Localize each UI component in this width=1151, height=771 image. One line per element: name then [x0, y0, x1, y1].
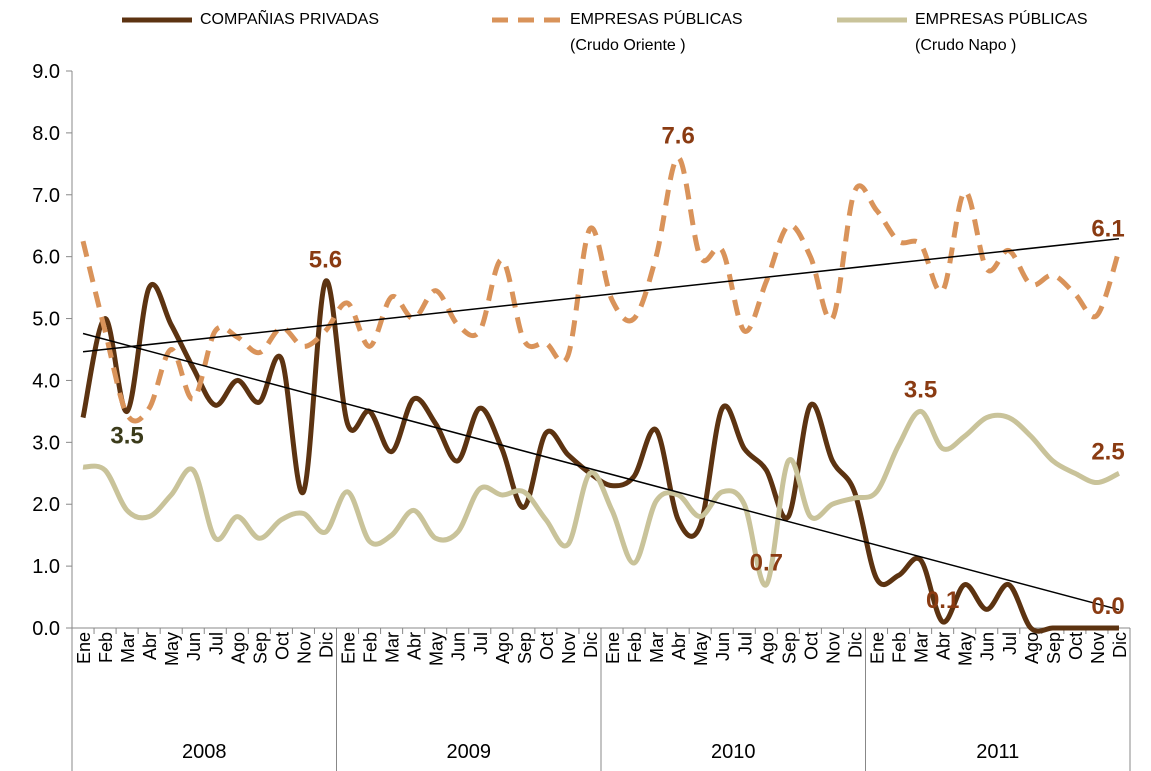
trend-line [82, 332, 1120, 611]
x-tick-label: Dic [845, 632, 865, 658]
value-label: 0.1 [926, 587, 959, 614]
value-label: 3.5 [904, 376, 937, 403]
value-label: 0.7 [750, 550, 783, 577]
x-tick-label: Nov [559, 632, 579, 664]
legend-swatch [837, 17, 907, 23]
x-tick-label: Mar [647, 632, 667, 663]
x-tick-label: May [427, 632, 447, 666]
x-tick-label: May [162, 632, 182, 666]
x-tick-label: Ago [493, 632, 513, 664]
x-tick-label: Jul [471, 632, 491, 655]
x-tick-label: Sep [779, 632, 799, 664]
x-tick-label: Jun [713, 632, 733, 661]
y-tick-label: 3.0 [32, 432, 60, 454]
series-line [82, 408, 1121, 588]
x-tick-label: Oct [801, 632, 821, 660]
x-tick-label: Nov [823, 632, 843, 664]
x-tick-label: Oct [272, 632, 292, 660]
value-label: 0.0 [1091, 593, 1124, 620]
group-label: 2009 [447, 741, 492, 763]
x-tick-label: Dic [1110, 632, 1130, 658]
group-label: 2010 [711, 741, 756, 763]
x-tick-label: Feb [96, 632, 116, 663]
x-tick-label: Sep [250, 632, 270, 664]
x-tick-label: Ene [74, 632, 94, 664]
x-tick-label: Ene [868, 632, 888, 664]
value-label: 7.6 [661, 123, 694, 150]
x-tick-label: Abr [405, 632, 425, 660]
legend-swatch [492, 17, 562, 23]
legend-item: EMPRESAS PÚBLICAS (Crudo Napo ) [835, 7, 1105, 59]
x-tick-label: Nov [294, 632, 314, 664]
y-tick-label: 8.0 [32, 123, 60, 145]
legend-swatch [122, 17, 192, 23]
y-tick-label: 0.0 [32, 618, 60, 640]
legend-item: EMPRESAS PÚBLICAS (Crudo Oriente ) [490, 7, 760, 59]
x-tick-label: Jun [449, 632, 469, 661]
x-tick-label: May [956, 632, 976, 666]
x-tick-label: Feb [890, 632, 910, 663]
y-tick-label: 1.0 [32, 556, 60, 578]
x-tick-label: Mar [383, 632, 403, 663]
x-tick-label: Abr [934, 632, 954, 660]
value-label: 2.5 [1091, 438, 1124, 465]
x-tick-label: May [691, 632, 711, 666]
y-tick-label: 6.0 [32, 247, 60, 269]
x-tick-label: Jul [1000, 632, 1020, 655]
x-tick-label: Jul [206, 632, 226, 655]
x-tick-label: Mar [118, 632, 138, 663]
x-tick-label: Sep [515, 632, 535, 664]
x-tick-label: Feb [361, 632, 381, 663]
legend-item: COMPAÑIAS PRIVADAS [120, 7, 379, 33]
y-tick-label: 2.0 [32, 494, 60, 516]
x-tick-label: Ago [757, 632, 777, 664]
series-line [80, 155, 1122, 424]
legend-label: COMPAÑIAS PRIVADAS [200, 11, 379, 28]
trend-line [82, 237, 1120, 353]
x-tick-label: Mar [912, 632, 932, 663]
y-tick-label: 9.0 [32, 61, 60, 83]
group-label: 2008 [182, 741, 227, 763]
x-tick-label: Oct [1066, 632, 1086, 660]
x-tick-label: Ago [1022, 632, 1042, 664]
value-label: 5.6 [309, 246, 342, 273]
group-label: 2011 [976, 741, 1019, 763]
x-tick-label: Oct [537, 632, 557, 660]
x-tick-label: Jun [184, 632, 204, 661]
y-tick-label: 5.0 [32, 309, 60, 331]
x-tick-label: Sep [1044, 632, 1064, 664]
x-tick-label: Dic [316, 632, 336, 658]
legend-label: EMPRESAS PÚBLICAS (Crudo Oriente ) [570, 11, 743, 54]
x-tick-label: Dic [581, 632, 601, 658]
x-tick-label: Jun [978, 632, 998, 661]
x-tick-label: Abr [140, 632, 160, 660]
value-label: 6.1 [1091, 215, 1124, 242]
y-tick-label: 7.0 [32, 185, 60, 207]
x-tick-label: Feb [625, 632, 645, 663]
x-tick-label: Ago [228, 632, 248, 664]
legend-label: EMPRESAS PÚBLICAS (Crudo Napo ) [915, 11, 1088, 54]
value-label: 3.5 [110, 422, 143, 449]
x-tick-label: Ene [339, 632, 359, 664]
x-tick-label: Nov [1088, 632, 1108, 664]
x-tick-label: Ene [603, 632, 623, 664]
x-tick-label: Abr [669, 632, 689, 660]
x-tick-label: Jul [735, 632, 755, 655]
series-line [80, 278, 1119, 634]
y-tick-label: 4.0 [32, 370, 60, 392]
